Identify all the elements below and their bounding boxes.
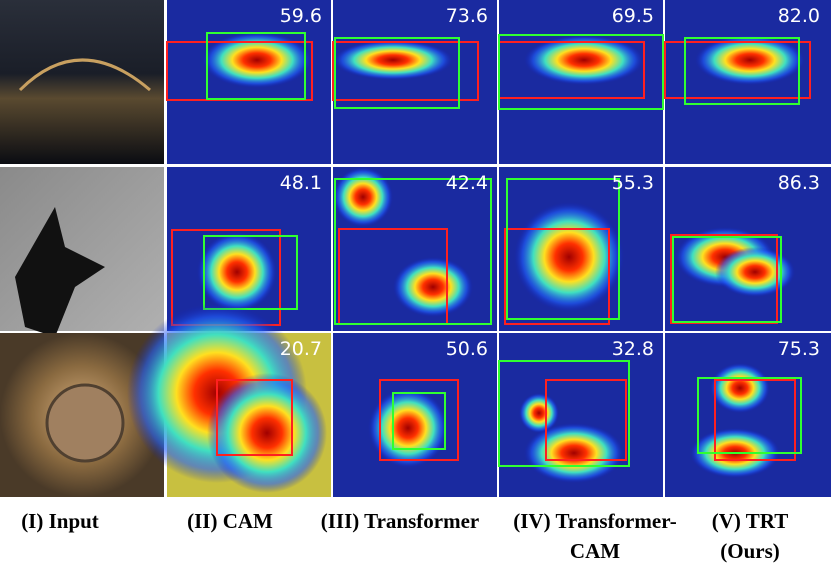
- heat-blob: [524, 423, 624, 483]
- score: 86.3: [778, 172, 820, 194]
- heat-blob: [715, 247, 795, 297]
- heat-blob: [207, 373, 327, 493]
- pred-box: [714, 379, 796, 461]
- heat-blob: [710, 363, 770, 413]
- column-caption: CAM: [570, 539, 620, 563]
- pred-box: [504, 228, 610, 325]
- heat-blob: [197, 232, 277, 312]
- gt-box: [334, 178, 492, 325]
- heat-blob: [333, 40, 453, 80]
- score: 20.7: [280, 338, 322, 360]
- heat-blob: [202, 32, 312, 88]
- score: 59.6: [280, 5, 322, 27]
- pred-box: [545, 379, 627, 461]
- column-caption: (III) Transformer: [321, 509, 479, 533]
- column-caption: (II) CAM: [187, 509, 273, 533]
- score: 32.8: [612, 338, 654, 360]
- heat-blob: [695, 35, 805, 85]
- input-object: [18, 58, 151, 92]
- heat-blob: [333, 167, 393, 227]
- score: 75.3: [778, 338, 820, 360]
- heat-blob: [524, 35, 644, 85]
- gt-box: [498, 360, 630, 467]
- heat-blob: [393, 257, 473, 317]
- heat-blob: [519, 393, 559, 433]
- score: 69.5: [612, 5, 654, 27]
- pred-box: [664, 41, 811, 99]
- score: 82.0: [778, 5, 820, 27]
- score: 73.6: [446, 5, 488, 27]
- input-object: [45, 383, 125, 463]
- heatmap-cell: [333, 0, 497, 164]
- gt-box: [392, 392, 446, 450]
- column-caption: (IV) Transformer-: [513, 509, 676, 533]
- column-caption: (V) TRT: [712, 509, 788, 533]
- pred-box: [379, 379, 459, 461]
- score: 50.6: [446, 338, 488, 360]
- score: 55.3: [612, 172, 654, 194]
- gt-box: [672, 236, 782, 323]
- pred-box: [216, 379, 293, 456]
- column-caption: (I) Input: [21, 509, 99, 533]
- gt-box: [498, 34, 664, 110]
- gt-box: [203, 235, 298, 310]
- score: 42.4: [446, 172, 488, 194]
- gt-box: [334, 37, 460, 109]
- score: 48.1: [280, 172, 322, 194]
- input-object: [15, 207, 105, 337]
- gt-box: [206, 32, 306, 100]
- gt-box: [697, 377, 802, 454]
- gt-box: [506, 178, 620, 320]
- gt-box: [684, 37, 800, 105]
- pred-box: [332, 41, 479, 101]
- column-caption: (Ours): [720, 539, 780, 563]
- heat-blob: [514, 202, 624, 312]
